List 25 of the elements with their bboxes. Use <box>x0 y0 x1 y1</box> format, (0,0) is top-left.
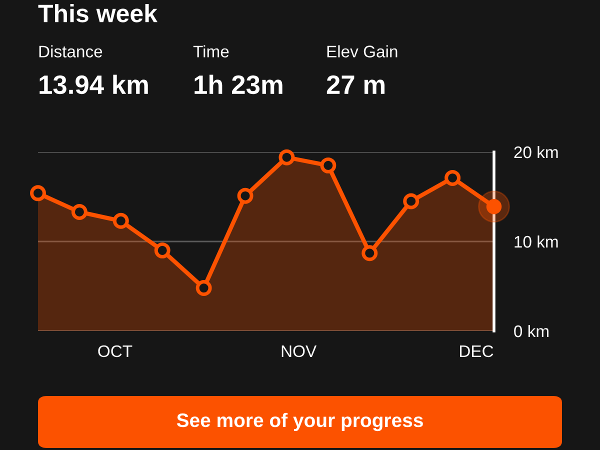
text: Elev Gain <box>327 45 398 58</box>
y-tick-label: 0 km <box>514 324 548 338</box>
point <box>362 245 378 262</box>
x-tick-label: OCT <box>98 345 132 358</box>
point <box>154 242 170 258</box>
text: 1h 23m <box>194 74 282 94</box>
point <box>112 212 129 229</box>
y-tick-label: 20 km <box>514 146 558 158</box>
point <box>196 280 212 296</box>
text: See more of your progress <box>176 412 423 432</box>
point <box>278 149 295 166</box>
chart-title: This week <box>38 4 158 22</box>
x-tick-label: DEC <box>460 345 494 358</box>
text: Distance <box>39 45 102 58</box>
text: 27 m <box>326 75 385 94</box>
text: Time <box>193 45 229 58</box>
point <box>403 193 420 210</box>
text: 13.94 km <box>40 74 148 94</box>
y-tick-label: 10 km <box>514 235 558 248</box>
point <box>30 185 46 202</box>
point <box>237 188 254 204</box>
point <box>444 170 461 186</box>
point <box>320 157 336 174</box>
point <box>71 204 88 220</box>
x-tick-label: NOV <box>282 345 317 358</box>
